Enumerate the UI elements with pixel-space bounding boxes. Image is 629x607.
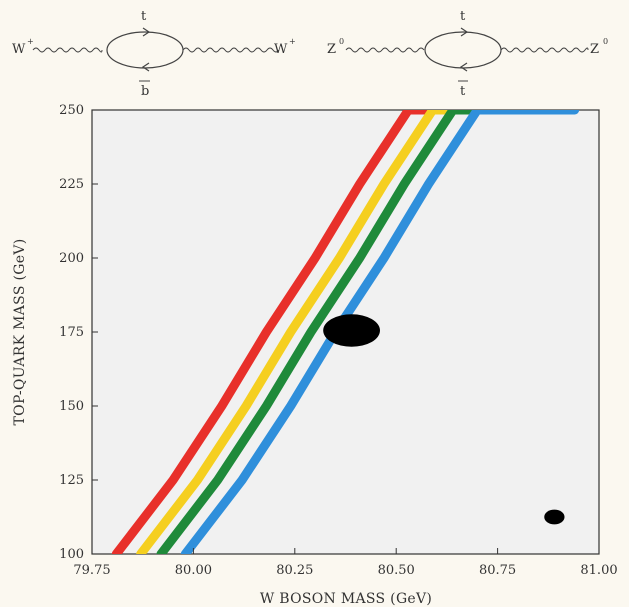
measurement-markers xyxy=(323,314,565,525)
y-tick-label: 150 xyxy=(59,399,84,414)
x-tick-label: 79.75 xyxy=(73,563,110,578)
loop-arrow-top xyxy=(142,27,151,37)
w-left-charge: + xyxy=(27,37,34,46)
loop-top-quark-label: t xyxy=(141,9,147,24)
z-right-propagator xyxy=(500,47,589,53)
w-right-propagator xyxy=(182,47,280,53)
loop-arrow-bottom xyxy=(459,62,468,72)
loop-top-quark-label: t xyxy=(460,9,466,24)
w-boson-loop-diagram: W + W + t b xyxy=(12,9,296,99)
z-left-charge: 0 xyxy=(339,37,344,46)
curve-series-1 xyxy=(111,110,498,554)
z-right-charge: 0 xyxy=(603,37,608,46)
x-tick-label: 80.00 xyxy=(175,563,212,578)
z-left-propagator xyxy=(345,47,425,53)
w-right-charge: + xyxy=(289,37,296,46)
loop-arrow-top xyxy=(460,27,469,37)
z-right-label: Z xyxy=(590,42,599,57)
x-axis-ticks: 79.75 80.00 80.25 80.50 80.75 81.00 xyxy=(73,548,618,578)
y-tick-label: 125 xyxy=(59,473,84,488)
y-axis-ticks: 100 125 150 175 200 225 250 xyxy=(59,103,98,562)
measurement-ellipse-1 xyxy=(323,314,380,347)
x-tick-label: 80.50 xyxy=(378,563,415,578)
x-tick-label: 80.25 xyxy=(276,563,313,578)
measurement-ellipse-2 xyxy=(544,509,565,525)
x-tick-label: 81.00 xyxy=(580,563,617,578)
loop-arrow-bottom xyxy=(141,62,150,72)
y-tick-label: 225 xyxy=(59,177,84,192)
z-boson-loop-diagram: Z 0 Z 0 t t xyxy=(327,9,608,99)
curve-series-2 xyxy=(136,110,527,554)
z-left-label: Z xyxy=(327,42,336,57)
x-tick-label: 80.75 xyxy=(479,563,516,578)
loop-bottom-quark-label: b xyxy=(141,84,149,99)
y-tick-label: 250 xyxy=(59,103,84,118)
w-left-label: W xyxy=(12,42,26,57)
top-antitop-loop xyxy=(424,31,502,69)
y-tick-label: 175 xyxy=(59,325,84,340)
y-tick-label: 200 xyxy=(59,251,84,266)
y-axis-title: TOP-QUARK MASS (GeV) xyxy=(12,239,28,426)
top-bottom-loop xyxy=(106,31,184,69)
y-tick-label: 100 xyxy=(59,547,84,562)
curve-series-3 xyxy=(156,110,551,554)
loop-antitop-quark-label: t xyxy=(460,84,466,99)
x-axis-title: W BOSON MASS (GeV) xyxy=(260,591,432,607)
w-left-propagator xyxy=(32,47,103,53)
w-right-label: W xyxy=(274,42,288,57)
